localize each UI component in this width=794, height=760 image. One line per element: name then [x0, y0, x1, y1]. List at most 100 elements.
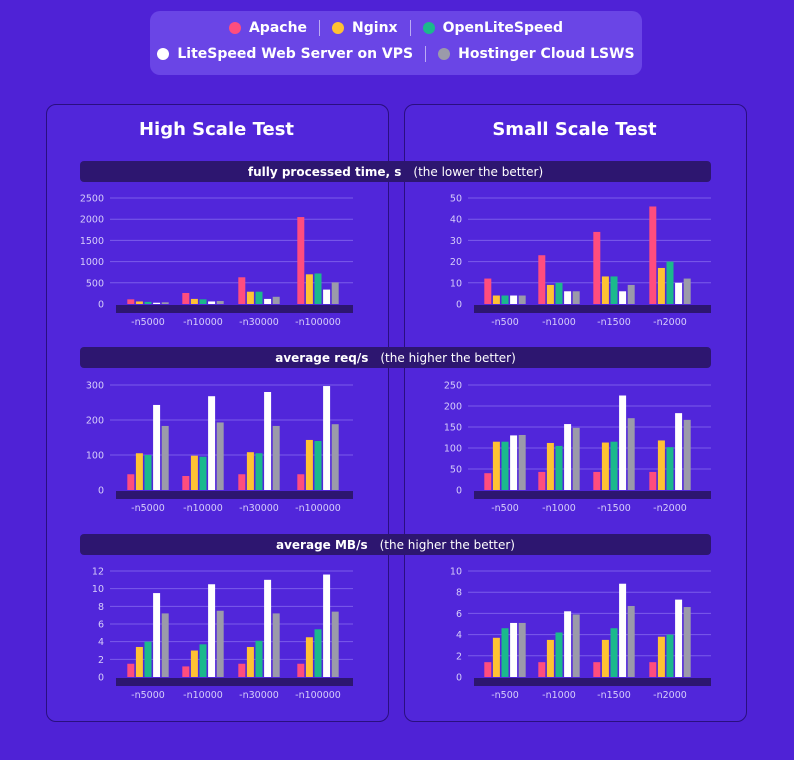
bar-openlitespeed — [501, 441, 509, 490]
y-tick-label: 300 — [86, 381, 104, 392]
bar-hostinger-cloud-lsws — [161, 302, 169, 304]
bar-openlitespeed — [555, 282, 563, 304]
bar-hostinger-cloud-lsws — [572, 427, 580, 490]
bar-litespeed-web-server-on-vps — [153, 404, 161, 490]
bar-apache — [238, 277, 246, 304]
bar-litespeed-web-server-on-vps — [264, 392, 272, 490]
bar-nginx — [246, 291, 254, 304]
legend-separator — [409, 20, 411, 36]
y-tick-label: 40 — [450, 215, 462, 226]
x-tick-label: -n1500 — [597, 690, 631, 701]
section-label: fully processed time, s — [247, 164, 402, 179]
legend-item-hostinger-cloud-lsws: Hostinger Cloud LSWS — [438, 46, 635, 62]
x-tick-label: -n100000 — [295, 503, 341, 514]
bar-nginx — [305, 274, 313, 304]
bar-openlitespeed — [666, 447, 674, 490]
hostinger-cloud-color-dot — [438, 48, 451, 60]
bar-openlitespeed — [610, 628, 618, 677]
x-tick-label: -n30000 — [239, 690, 279, 701]
bar-apache — [593, 662, 601, 677]
bar-nginx — [546, 442, 554, 490]
y-tick-label: 1000 — [80, 257, 104, 268]
bar-litespeed-web-server-on-vps — [323, 289, 331, 304]
bar-openlitespeed — [610, 441, 618, 490]
bar-litespeed-web-server-on-vps — [619, 291, 627, 304]
y-tick-label: 10 — [450, 278, 462, 289]
x-tick-label: -n500 — [491, 690, 519, 701]
bar-nginx — [135, 646, 143, 677]
bar-apache — [484, 278, 492, 304]
y-tick-label: 0 — [456, 300, 462, 311]
x-tick-label: -n5000 — [131, 690, 165, 701]
x-axis-baseline — [474, 491, 711, 499]
bar-openlitespeed — [314, 629, 322, 677]
bar-apache — [538, 255, 546, 304]
legend-item-nginx: Nginx — [332, 20, 398, 36]
x-axis-baseline — [116, 678, 353, 686]
bar-apache — [182, 476, 190, 490]
x-axis-baseline — [116, 491, 353, 499]
y-tick-label: 4 — [456, 630, 462, 641]
bar-openlitespeed — [255, 453, 263, 490]
bar-hostinger-cloud-lsws — [683, 278, 691, 304]
bar-litespeed-web-server-on-vps — [264, 579, 272, 677]
bar-openlitespeed — [666, 634, 674, 677]
bar-litespeed-web-server-on-vps — [208, 584, 216, 677]
bar-litespeed-web-server-on-vps — [564, 291, 572, 304]
x-tick-label: -n2000 — [653, 503, 687, 514]
bar-nginx — [246, 646, 254, 677]
bar-apache — [593, 231, 601, 304]
openlitespeed-color-dot — [422, 22, 435, 34]
y-tick-label: 0 — [98, 673, 104, 684]
y-tick-label: 50 — [450, 465, 462, 476]
bar-litespeed-web-server-on-vps — [619, 395, 627, 490]
bar-nginx — [246, 452, 254, 490]
bar-nginx — [135, 301, 143, 304]
y-tick-label: 0 — [456, 673, 462, 684]
bar-nginx — [546, 284, 554, 304]
y-tick-label: 20 — [450, 257, 462, 268]
legend-label: LiteSpeed Web Server on VPS — [177, 46, 414, 62]
legend-row-2: LiteSpeed Web Server on VPS Hostinger Cl… — [150, 46, 642, 62]
bar-hostinger-cloud-lsws — [161, 613, 169, 677]
section-label: average MB/s — [276, 537, 368, 552]
section-header-mb-per-s: average MB/s (the higher the better) — [80, 534, 711, 555]
bar-openlitespeed — [666, 261, 674, 304]
x-tick-label: -n1000 — [542, 503, 576, 514]
bar-litespeed-web-server-on-vps — [323, 574, 331, 677]
bar-litespeed-web-server-on-vps — [510, 435, 518, 490]
bar-openlitespeed — [199, 644, 207, 677]
bar-apache — [484, 662, 492, 677]
bar-nginx — [190, 455, 198, 490]
bar-hostinger-cloud-lsws — [272, 296, 280, 304]
bar-apache — [238, 474, 246, 490]
y-tick-label: 50 — [450, 194, 462, 205]
x-tick-label: -n5000 — [131, 503, 165, 514]
bar-apache — [649, 471, 657, 490]
bar-hostinger-cloud-lsws — [627, 418, 635, 490]
y-tick-label: 150 — [444, 423, 462, 434]
bar-nginx — [135, 453, 143, 490]
x-axis-baseline — [474, 678, 711, 686]
y-tick-label: 100 — [444, 444, 462, 455]
x-tick-label: -n1000 — [542, 317, 576, 328]
small-scale-title: Small Scale Test — [492, 119, 657, 140]
nginx-color-dot — [332, 22, 345, 34]
section-note: (the higher the better) — [380, 350, 516, 365]
bar-apache — [127, 299, 135, 304]
y-tick-label: 0 — [98, 486, 104, 497]
x-tick-label: -n1000 — [542, 690, 576, 701]
legend-separator — [319, 20, 321, 36]
bar-nginx — [657, 267, 665, 304]
bar-apache — [297, 663, 305, 677]
bar-litespeed-web-server-on-vps — [208, 396, 216, 490]
section-header-req-per-s: average req/s (the higher the better) — [80, 347, 711, 368]
x-tick-label: -n100000 — [295, 317, 341, 328]
bar-hostinger-cloud-lsws — [331, 282, 339, 304]
legend-label: Hostinger Cloud LSWS — [458, 46, 635, 62]
y-tick-label: 2000 — [80, 215, 104, 226]
bar-nginx — [546, 639, 554, 677]
bar-hostinger-cloud-lsws — [627, 605, 635, 677]
y-tick-label: 30 — [450, 236, 462, 247]
